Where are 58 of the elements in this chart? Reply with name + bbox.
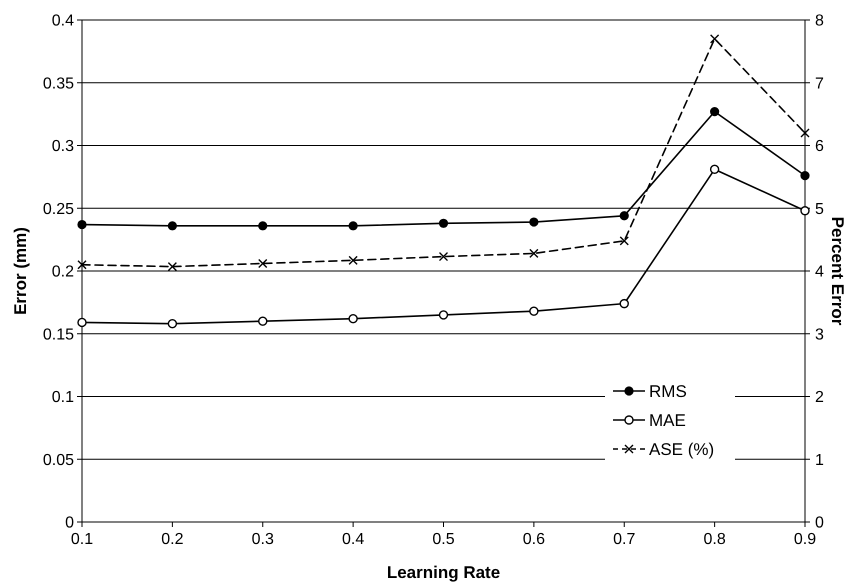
x-tick-label: 0.1 xyxy=(70,531,94,548)
y2-tick-label: 6 xyxy=(815,138,824,156)
y2-tick-label: 2 xyxy=(815,389,824,406)
x-tick-label: 0.5 xyxy=(432,531,455,548)
point xyxy=(710,107,720,116)
y2-tick-label: 3 xyxy=(815,326,824,344)
point xyxy=(620,211,629,220)
x-tick-label: 0.3 xyxy=(252,531,274,548)
y-tick-label: 0.3 xyxy=(52,138,74,156)
y-tick-label: 0.2 xyxy=(52,264,74,281)
x-tick-label: 0.7 xyxy=(613,531,636,548)
legend-label: RMS xyxy=(649,382,687,401)
point xyxy=(529,306,539,316)
y2-tick-label: 7 xyxy=(815,75,824,92)
point xyxy=(258,258,268,268)
x-tick-label: 0.6 xyxy=(522,531,546,548)
y-tick-label: 0.35 xyxy=(42,75,74,92)
y2-tick-label: 8 xyxy=(815,12,824,30)
x-tick-label: 0.8 xyxy=(704,531,726,548)
legend-label: MAE xyxy=(649,410,686,430)
x-tick-label: 0.2 xyxy=(161,531,184,548)
x-tick-label: 0.9 xyxy=(794,531,816,548)
point xyxy=(258,221,268,230)
y-tick-label: 0.15 xyxy=(42,326,74,344)
y-tick-label: 0.4 xyxy=(52,12,74,30)
point xyxy=(529,217,538,227)
point xyxy=(438,252,448,262)
point xyxy=(348,314,358,324)
point xyxy=(800,128,810,138)
y2-tick-label: 4 xyxy=(815,264,824,281)
x-tick-label: 0.4 xyxy=(342,531,364,548)
point xyxy=(438,218,448,228)
legend-label: ASE (%) xyxy=(649,440,714,459)
point xyxy=(620,298,629,308)
point xyxy=(168,221,177,230)
point xyxy=(800,171,810,180)
point xyxy=(620,236,629,246)
x-axis-title: Learning Rate xyxy=(386,563,500,582)
point xyxy=(348,256,358,266)
point xyxy=(529,248,539,258)
y2-tick-label: 0 xyxy=(815,514,824,532)
y2-axis-title: Percent Error xyxy=(828,216,846,326)
point xyxy=(168,262,178,272)
point xyxy=(348,221,358,230)
point xyxy=(77,318,87,328)
point xyxy=(168,319,178,328)
point xyxy=(438,310,448,320)
y-tick-label: 0.25 xyxy=(42,200,74,218)
point xyxy=(77,220,87,230)
point xyxy=(710,164,720,174)
y-tick-label: 0 xyxy=(65,514,74,532)
y-tick-label: 0.1 xyxy=(52,389,74,406)
y-axis-title: Error (mm) xyxy=(11,227,30,315)
point xyxy=(258,316,268,326)
point xyxy=(710,34,720,44)
y-tick-label: 0.05 xyxy=(42,452,74,469)
y2-tick-label: 1 xyxy=(815,452,824,469)
y2-tick-label: 5 xyxy=(815,200,824,218)
